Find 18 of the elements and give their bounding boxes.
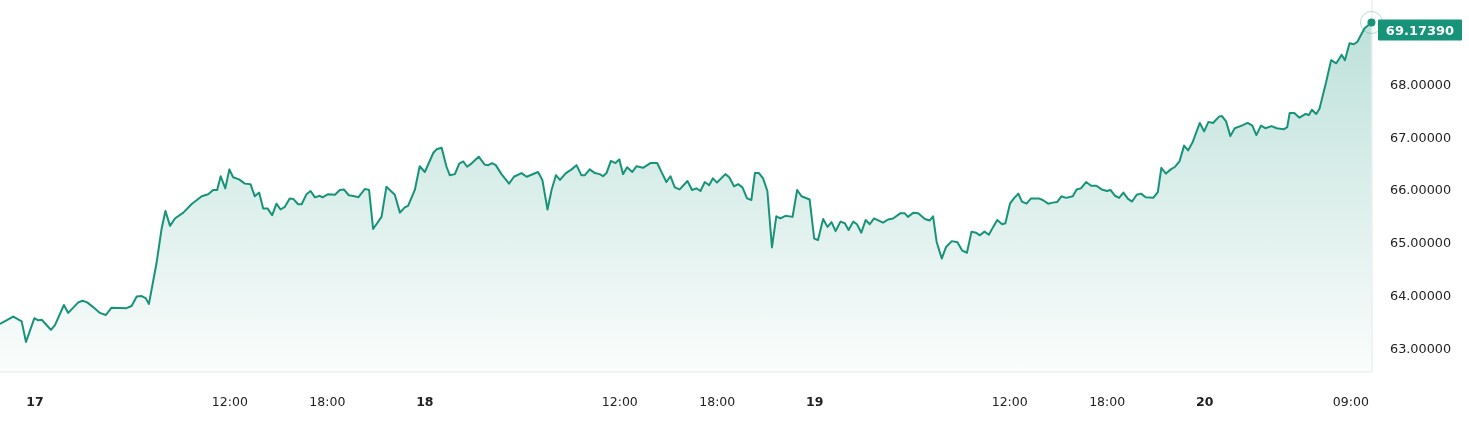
y-tick-label: 65.00000: [1390, 235, 1452, 251]
y-tick-label: 67.00000: [1390, 129, 1452, 145]
x-tick-label: 09:00: [1332, 394, 1369, 409]
x-tick-label: 20: [1195, 394, 1214, 409]
x-tick-label: 19: [806, 394, 824, 409]
y-tick-label: 66.00000: [1390, 182, 1452, 198]
x-tick-label: 18:00: [309, 394, 346, 409]
x-tick-label: 12:00: [211, 394, 248, 409]
annotation: 69.17390: [1385, 22, 1455, 38]
x-tick-label: 17: [26, 394, 44, 409]
x-tick-label: 18:00: [1089, 394, 1126, 409]
x-tick-label: 18:00: [699, 394, 736, 409]
y-tick-label: 68.00000: [1390, 76, 1452, 92]
y-tick-label: 64.00000: [1390, 287, 1452, 303]
x-tick-label: 12:00: [991, 394, 1028, 409]
x-tick-label: 12:00: [601, 394, 638, 409]
y-tick-label: 63.00000: [1390, 340, 1452, 356]
x-tick-label: 18: [416, 394, 434, 409]
